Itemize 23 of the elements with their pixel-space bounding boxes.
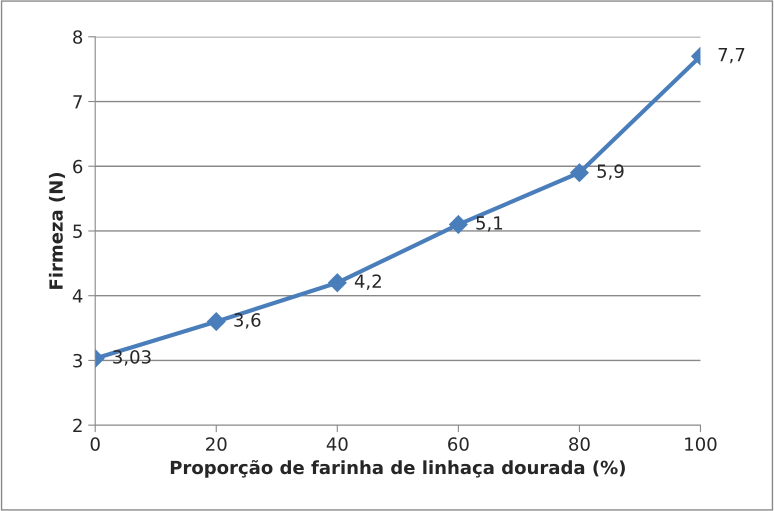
data-label: 5,9 <box>597 164 624 180</box>
point <box>328 273 347 292</box>
point <box>449 215 468 234</box>
x-tick-label: 100 <box>685 437 716 451</box>
data-label: 3,03 <box>113 350 151 366</box>
y-tick-label: 8 <box>73 30 82 44</box>
x-tick-label: 0 <box>90 437 100 451</box>
y-tick-label: 2 <box>73 418 82 432</box>
data-label: 7,7 <box>718 48 744 64</box>
data-label: 5,1 <box>476 216 502 232</box>
x-tick-label: 80 <box>569 437 590 451</box>
data-label: 4,2 <box>354 274 381 290</box>
y-tick-label: 5 <box>73 224 82 238</box>
y-tick-label: 7 <box>73 95 82 108</box>
data-label: 3,6 <box>234 313 260 329</box>
y-tick-label: 4 <box>72 289 82 303</box>
y-tick-label: 3 <box>73 354 82 368</box>
x-tick-label: 20 <box>206 437 227 451</box>
x-tick-label: 60 <box>448 437 469 451</box>
x-tick-label: 40 <box>326 437 348 451</box>
y-axis-title: Firmeza (N) <box>48 172 65 289</box>
y-tick-label: 6 <box>73 160 82 174</box>
x-axis-title: Proporção de farinha de linhaça dourada (%) <box>170 460 625 478</box>
